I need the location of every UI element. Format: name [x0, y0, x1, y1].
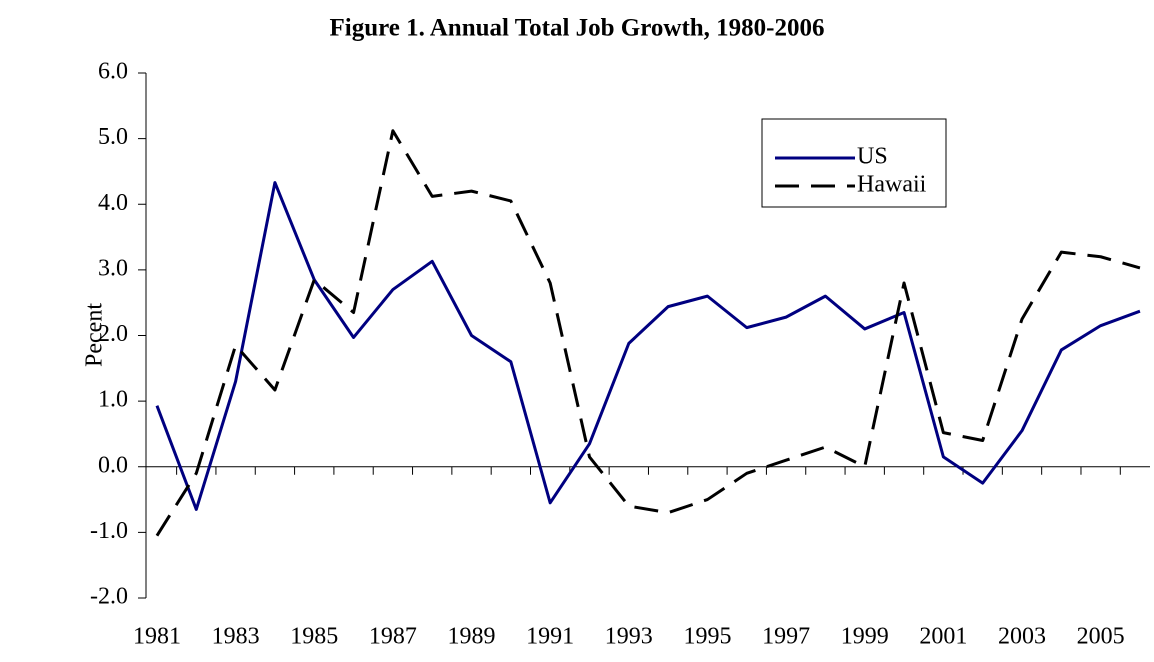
- x-tick-label: 1983: [212, 624, 260, 650]
- x-tick-label: 1993: [605, 624, 653, 650]
- x-tick-label: 1997: [762, 624, 810, 650]
- y-tick-label: 2.0: [98, 321, 128, 347]
- legend-label: US: [857, 144, 888, 170]
- x-tick-label: 1999: [841, 624, 889, 650]
- y-tick-label: -2.0: [90, 584, 128, 610]
- y-tick-label: 6.0: [98, 59, 128, 85]
- y-tick-label: 5.0: [98, 124, 128, 150]
- x-tick-label: 1981: [133, 624, 181, 650]
- x-tick-label: 1995: [683, 624, 731, 650]
- x-tick-label: 2001: [919, 624, 967, 650]
- x-tick-label: 2005: [1077, 624, 1125, 650]
- y-tick-label: 0.0: [98, 452, 128, 478]
- y-tick-label: 4.0: [98, 190, 128, 216]
- y-tick-label: 1.0: [98, 387, 128, 413]
- x-tick-label: 1987: [369, 624, 417, 650]
- y-tick-label: 3.0: [98, 255, 128, 281]
- series-line: [155, 129, 1141, 537]
- series-line: [155, 181, 1141, 511]
- legend-label: Hawaii: [857, 172, 927, 198]
- y-tick-label: -1.0: [90, 518, 128, 544]
- y-axis-label: Pecent: [82, 303, 108, 367]
- x-tick-label: 1985: [290, 624, 338, 650]
- x-tick-label: 2003: [998, 624, 1046, 650]
- x-tick-label: 1991: [526, 624, 574, 650]
- chart-title: Figure 1. Annual Total Job Growth, 1980-…: [330, 15, 825, 42]
- x-tick-label: 1989: [448, 624, 496, 650]
- legend-box: [761, 118, 947, 208]
